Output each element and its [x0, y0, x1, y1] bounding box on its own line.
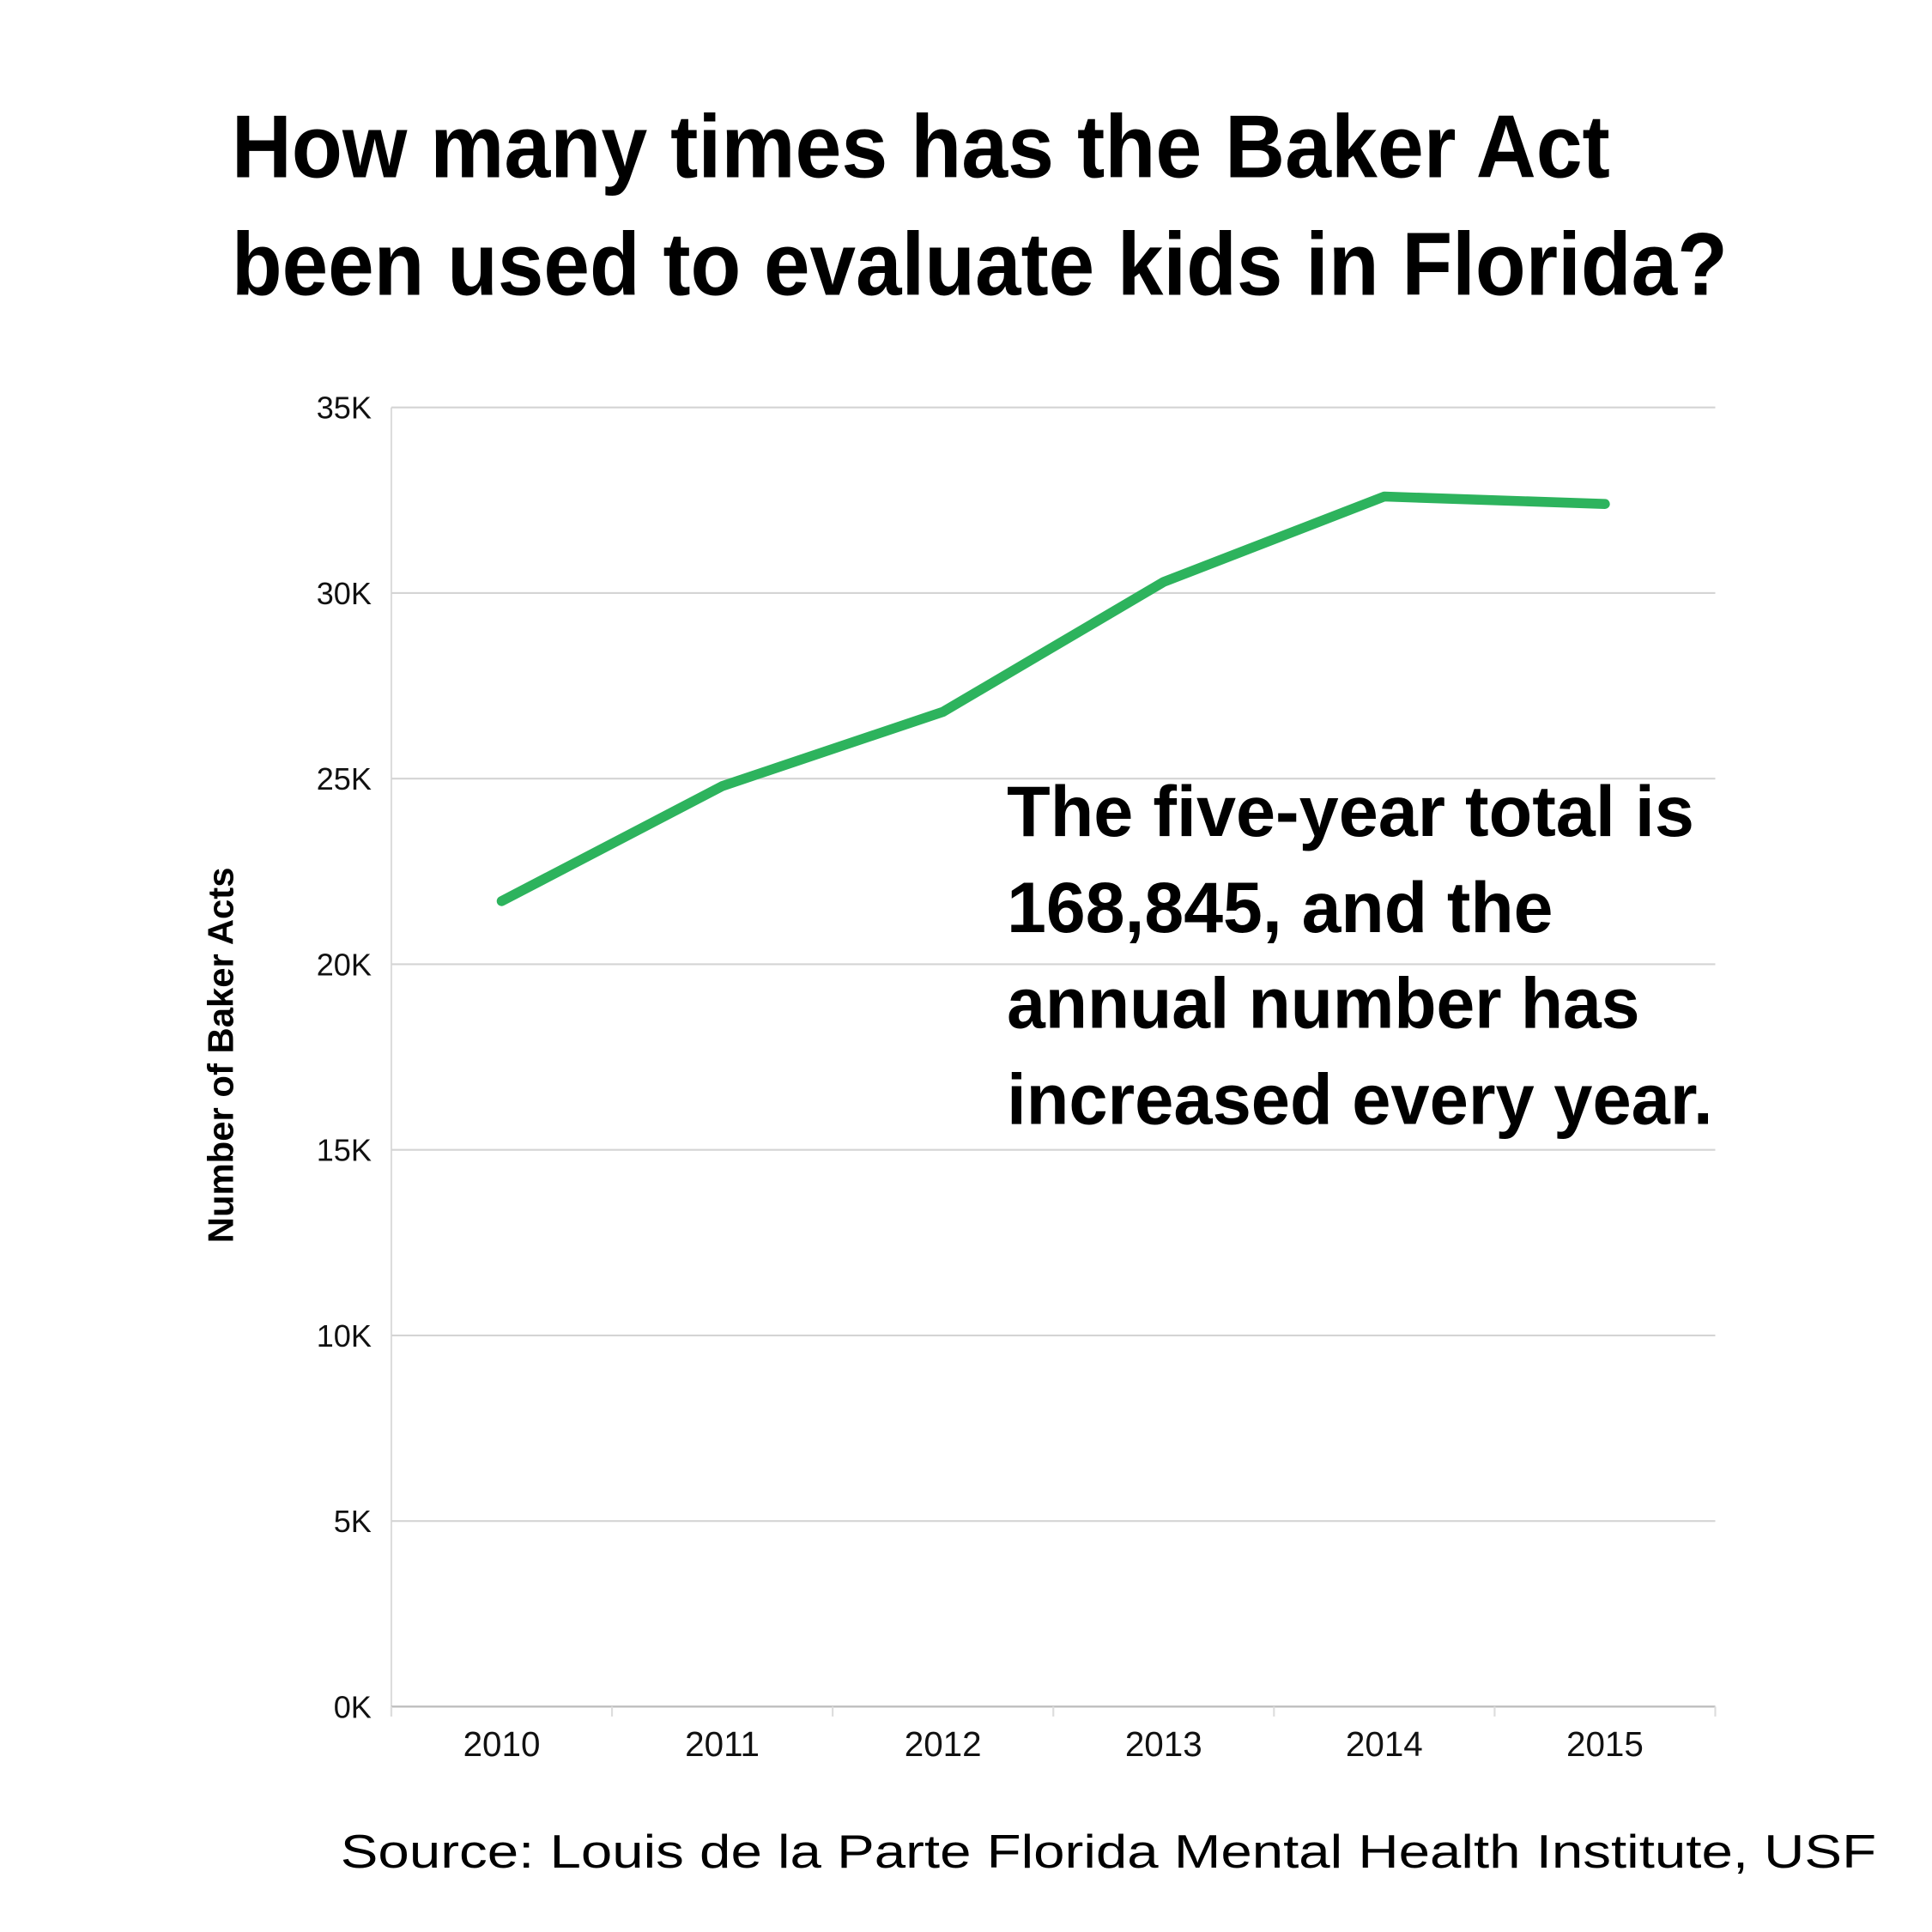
source: Source: Louis de la Parte Florida Mental…	[341, 1825, 1876, 1878]
x-tick-label: 2014	[1346, 1724, 1423, 1764]
y-tick-label: 0K	[334, 1689, 372, 1724]
x-tick-label: 2010	[463, 1724, 541, 1764]
x-tick-label: 2013	[1125, 1724, 1202, 1764]
y-tick-label: 15K	[317, 1133, 372, 1168]
chart-title: been used to evaluate kids in Florida?	[232, 215, 1728, 314]
y-tick-label: 35K	[317, 391, 372, 426]
y-tick-label: 5K	[334, 1504, 372, 1539]
annotation: 168,845, and the	[1007, 867, 1553, 948]
chart-title: How many times has the Baker Act	[232, 97, 1610, 197]
line	[496, 491, 1610, 906]
y-axis-label: Number of Baker Acts	[200, 868, 240, 1244]
y-tick-label: 10K	[317, 1318, 372, 1354]
x-tick-label: 2012	[905, 1724, 982, 1764]
y-tick-label: 25K	[317, 761, 372, 796]
annotation: increased every year.	[1007, 1058, 1712, 1139]
y-tick-label: 20K	[317, 947, 372, 982]
annotation: annual number has	[1007, 963, 1639, 1044]
y-tick-label: 30K	[317, 576, 372, 611]
x-tick-label: 2011	[685, 1724, 760, 1764]
x-tick-label: 2015	[1566, 1724, 1644, 1764]
annotation: The five-year total is	[1007, 771, 1694, 851]
